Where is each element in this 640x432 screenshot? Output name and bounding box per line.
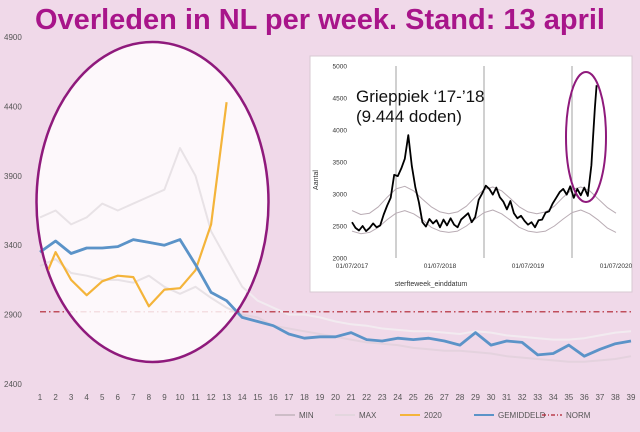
x-tick-label: 9 xyxy=(162,393,167,402)
legend-label-2020: 2020 xyxy=(424,411,442,420)
inset-y-tick-label: 4000 xyxy=(333,128,348,135)
x-tick-label: 28 xyxy=(455,393,464,402)
x-tick-label: 11 xyxy=(191,393,200,402)
x-tick-label: 32 xyxy=(518,393,527,402)
x-tick-label: 3 xyxy=(69,393,74,402)
x-tick-label: 13 xyxy=(222,393,231,402)
x-tick-label: 31 xyxy=(502,393,511,402)
x-tick-label: 36 xyxy=(580,393,589,402)
x-tick-label: 14 xyxy=(238,393,247,402)
main-y-ticks: 2400 2900 3400 3900 4400 4900 xyxy=(4,33,22,389)
inset-y-tick-label: 2000 xyxy=(333,256,348,263)
inset-series xyxy=(351,85,617,235)
page-title: Overleden in NL per week. Stand: 13 apri… xyxy=(35,4,605,36)
x-tick-label: 10 xyxy=(176,393,185,402)
inset-x-ticks: 01/07/2017 01/07/2018 01/07/2019 01/07/2020 xyxy=(336,263,633,270)
x-tick-label: 4 xyxy=(84,393,89,402)
legend-label-norm: NORM xyxy=(566,411,591,420)
inset-x-tick-label: 01/07/2020 xyxy=(600,263,633,270)
inset-x-tick-label: 01/07/2018 xyxy=(424,263,457,270)
x-tick-label: 20 xyxy=(331,393,340,402)
y-tick-label: 4400 xyxy=(4,102,22,111)
x-tick-label: 8 xyxy=(147,393,152,402)
y-tick-label: 3900 xyxy=(4,172,22,181)
oval-series-line-max xyxy=(39,147,268,341)
inset-vlines xyxy=(395,66,573,258)
x-tick-label: 5 xyxy=(100,393,105,402)
x-tick-label: 7 xyxy=(131,393,136,402)
x-tick-label: 33 xyxy=(533,393,542,402)
x-tick-label: 12 xyxy=(207,393,216,402)
x-tick-label: 27 xyxy=(440,393,449,402)
oval-series xyxy=(38,102,268,361)
y-tick-label: 2400 xyxy=(4,380,22,389)
main-x-ticks: 1 2 3 4 5 6 7 8 9 10 11 12 13 14 15 16 17 18 19 20 21 22 23 24 2… xyxy=(38,393,636,402)
x-tick-label: 15 xyxy=(253,393,262,402)
x-tick-label: 39 xyxy=(627,393,636,402)
x-tick-label: 37 xyxy=(595,393,604,402)
x-tick-label: 1 xyxy=(38,393,43,402)
legend-label-min: MIN xyxy=(299,411,314,420)
y-tick-label: 3400 xyxy=(4,241,22,250)
inset-highlight-oval xyxy=(565,71,607,203)
inset-title-line-2: (9.444 doden) xyxy=(356,107,462,126)
inset-title-line-1: Grieppiek ‘17-’18 xyxy=(356,87,485,106)
oval-series-line-2020 xyxy=(38,102,228,308)
oval-series-line-min xyxy=(39,258,268,361)
inset-y-tick-label: 4500 xyxy=(333,96,348,103)
inset-y-ticks: 2000 2500 3000 3500 4000 4500 5000 xyxy=(333,64,348,263)
inset-series-line-deaths xyxy=(351,85,598,233)
inset-y-tick-label: 2500 xyxy=(333,224,348,231)
x-tick-label: 18 xyxy=(300,393,309,402)
y-tick-label: 2900 xyxy=(4,311,22,320)
oval-series-line-gemiddeld xyxy=(39,238,268,358)
x-tick-label: 25 xyxy=(409,393,418,402)
inset-y-tick-label: 3000 xyxy=(333,192,348,199)
x-tick-label: 24 xyxy=(393,393,402,402)
legend-label-max: MAX xyxy=(359,411,377,420)
x-tick-label: 34 xyxy=(549,393,558,402)
x-tick-label: 35 xyxy=(564,393,573,402)
x-tick-label: 6 xyxy=(116,393,121,402)
x-tick-label: 19 xyxy=(315,393,324,402)
inset-x-label: sterfteweek_einddatum xyxy=(395,281,468,288)
inset-y-tick-label: 5000 xyxy=(333,64,348,71)
inset-x-tick-label: 01/07/2017 xyxy=(336,263,369,270)
x-tick-label: 23 xyxy=(378,393,387,402)
x-tick-label: 22 xyxy=(362,393,371,402)
x-tick-label: 16 xyxy=(269,393,278,402)
inset-y-tick-label: 3500 xyxy=(333,160,348,167)
x-tick-label: 38 xyxy=(611,393,620,402)
x-tick-label: 26 xyxy=(424,393,433,402)
x-tick-label: 30 xyxy=(487,393,496,402)
x-tick-label: 21 xyxy=(347,393,356,402)
legend-label-gemiddeld: GEMIDDELD xyxy=(498,411,546,420)
x-tick-label: 17 xyxy=(284,393,293,402)
inset-series-line-band xyxy=(351,209,617,235)
inset-y-label: Aantal xyxy=(313,170,320,190)
x-tick-label: 29 xyxy=(471,393,480,402)
legend: MIN MAX 2020 GEMIDDELD NORM xyxy=(275,411,591,420)
inset-x-tick-label: 01/07/2019 xyxy=(512,263,545,270)
y-tick-label: 4900 xyxy=(4,33,22,42)
x-tick-label: 2 xyxy=(53,393,58,402)
